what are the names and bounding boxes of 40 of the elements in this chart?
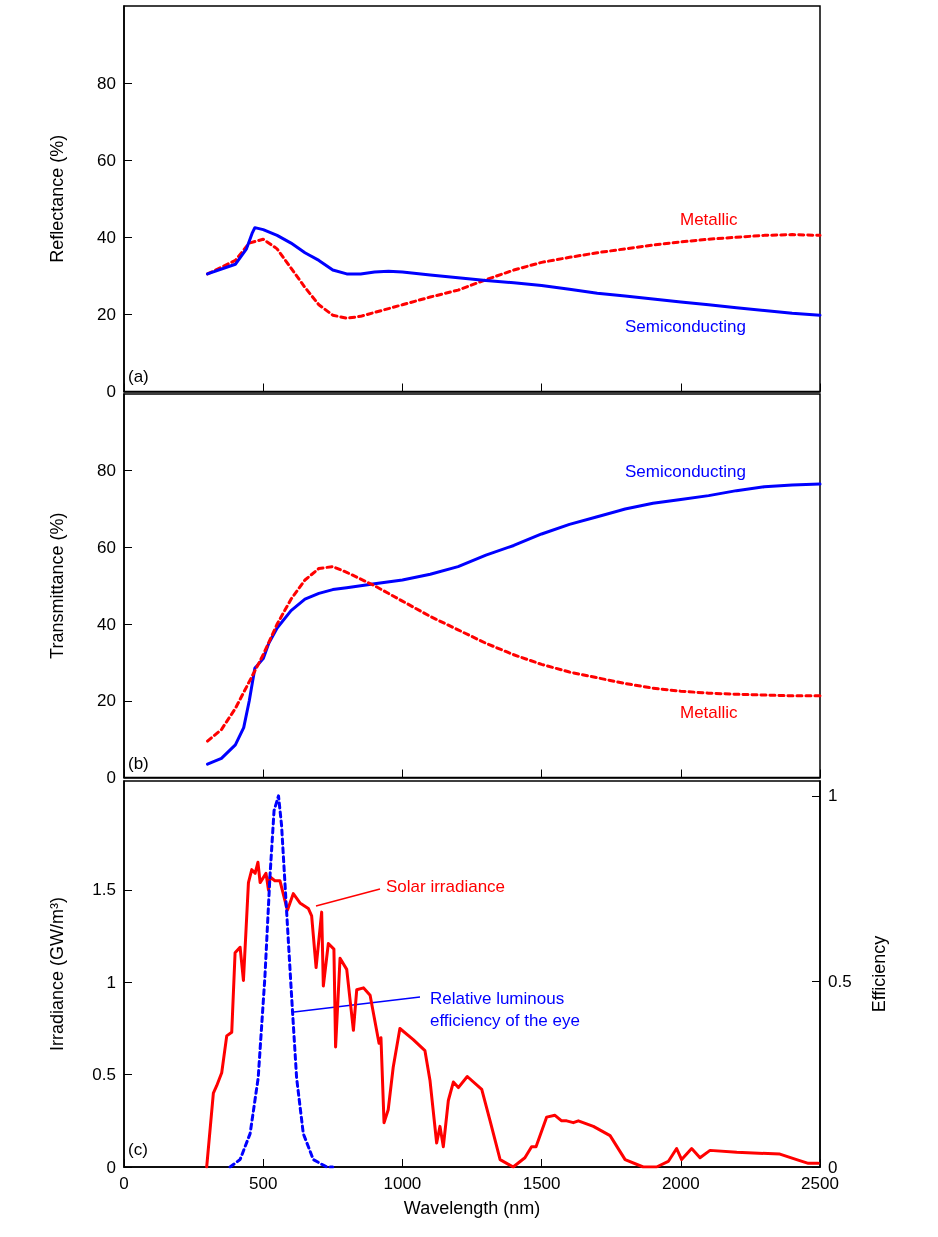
y-tick-label: 0.5 bbox=[92, 1065, 116, 1085]
x-tick-label: 1500 bbox=[522, 1174, 561, 1193]
y2-tick-label: 0.5 bbox=[828, 971, 852, 991]
y-tick-label: 40 bbox=[97, 614, 116, 634]
y-tick-label: 40 bbox=[97, 227, 116, 247]
y-axis-title: Irradiance (GW/m³) bbox=[47, 896, 67, 1052]
y-tick-label: 0 bbox=[106, 768, 116, 787]
series-label: Metallic bbox=[680, 702, 739, 722]
y-axis-title: Reflectance (%) bbox=[47, 134, 67, 263]
y2-tick-label: 1 bbox=[828, 786, 838, 806]
x-axis-title: Wavelength (nm) bbox=[403, 1198, 541, 1218]
y-tick-label: 80 bbox=[97, 461, 116, 481]
series-label: Semiconducting bbox=[625, 461, 746, 481]
annotation: (c) bbox=[128, 1140, 148, 1159]
annotation: (a) bbox=[128, 367, 149, 386]
series-label: Metallic bbox=[680, 209, 739, 229]
x-tick-label: 0 bbox=[119, 1174, 129, 1193]
x-tick-label: 2000 bbox=[661, 1174, 700, 1193]
annotation: (b) bbox=[128, 754, 149, 773]
x-tick-label: 500 bbox=[249, 1174, 278, 1193]
y-axis-title: Transmittance (%) bbox=[47, 512, 67, 659]
y-tick-label: 60 bbox=[97, 537, 116, 557]
x-tick-label: 1000 bbox=[383, 1174, 422, 1193]
y-tick-label: 80 bbox=[97, 73, 116, 93]
text: Relative luminous efficiency of the eye bbox=[430, 988, 580, 1030]
y2-tick-label: 0 bbox=[828, 1157, 838, 1177]
x-tick-label: 2500 bbox=[801, 1174, 839, 1193]
y-tick-label: 60 bbox=[97, 150, 116, 170]
y-tick-label: 20 bbox=[97, 304, 116, 324]
line-series bbox=[206, 482, 822, 766]
series-label: Semiconducting bbox=[625, 316, 746, 336]
y-tick-label: 20 bbox=[97, 691, 116, 711]
y2-axis-title: Efficiency bbox=[869, 935, 889, 1013]
y-tick-label: 0 bbox=[106, 382, 116, 401]
y-tick-label: 1.5 bbox=[92, 880, 116, 900]
legend-label: Solar irradiance bbox=[386, 876, 506, 896]
line-series bbox=[205, 860, 820, 1169]
line-series bbox=[206, 565, 822, 743]
y-tick-label: 1 bbox=[106, 972, 116, 992]
y-tick-label: 0 bbox=[106, 1157, 116, 1177]
